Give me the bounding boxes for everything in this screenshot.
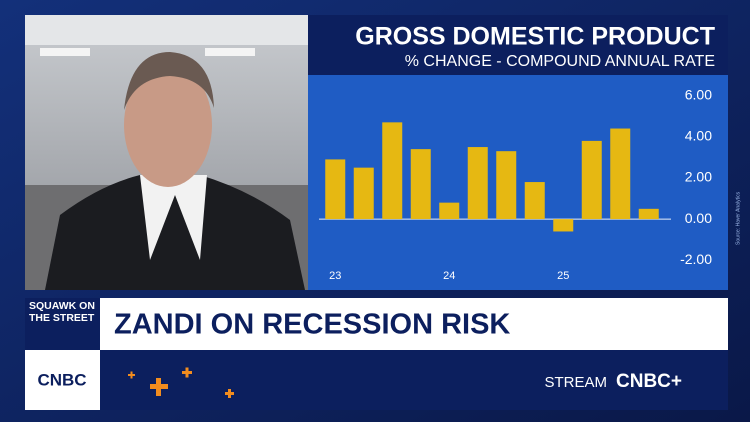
- show-name: SQUAWK ON THE STREET: [29, 300, 95, 324]
- x-tick-label: 23: [329, 270, 341, 282]
- bar: [382, 122, 403, 220]
- bar: [524, 182, 545, 220]
- plot: -2.00 0.00 2.00 4.00 6.00 23 24 25: [319, 86, 712, 282]
- chart-panel: GROSS DOMESTIC PRODUCT % CHANGE - COMPOU…: [308, 15, 741, 290]
- chart-subtitle: % CHANGE - COMPOUND ANNUAL RATE: [405, 53, 715, 70]
- bar: [610, 128, 631, 220]
- bar: [325, 159, 346, 220]
- y-tick-label: 4.00: [685, 127, 712, 143]
- bar: [496, 151, 517, 220]
- x-tick-label: 24: [443, 270, 455, 282]
- chart-title: GROSS DOMESTIC PRODUCT: [355, 23, 715, 51]
- video: [25, 15, 308, 290]
- bar: [553, 219, 574, 232]
- source: Source: Haver Analytics: [735, 191, 741, 245]
- x-tick-label: 25: [557, 270, 569, 282]
- network-logo: CNBC: [37, 370, 86, 389]
- bar: [410, 149, 431, 220]
- bar: [638, 208, 659, 220]
- lower-third: SQUAWK ON THE STREET ZANDI ON RECESSION …: [25, 298, 728, 410]
- y-tick-label: 0.00: [685, 210, 712, 226]
- bar: [353, 167, 374, 220]
- stream-label: STREAM: [544, 374, 607, 391]
- y-tick-label: -2.00: [680, 251, 712, 267]
- bar: [581, 140, 602, 220]
- y-tick-label: 2.00: [685, 169, 712, 185]
- y-tick-label: 6.00: [685, 86, 712, 102]
- bar: [467, 147, 488, 220]
- headline: ZANDI ON RECESSION RISK: [114, 309, 510, 341]
- bar: [439, 202, 460, 220]
- stream-brand: CNBC+: [616, 371, 682, 392]
